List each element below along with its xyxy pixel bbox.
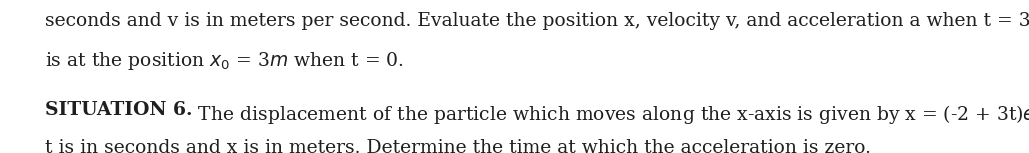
Text: t is in seconds and x is in meters. Determine the time at which the acceleration: t is in seconds and x is in meters. Dete…: [45, 139, 871, 153]
Text: is at the position $x_0$ = 3$m$ when t = 0.: is at the position $x_0$ = 3$m$ when t =…: [45, 50, 404, 72]
Text: The displacement of the particle which moves along the x-axis is given by x = (-: The displacement of the particle which m…: [192, 101, 1029, 127]
Text: SITUATION 6.: SITUATION 6.: [45, 101, 192, 119]
Text: seconds and v is in meters per second. Evaluate the position x, velocity v, and : seconds and v is in meters per second. E…: [45, 12, 1029, 30]
